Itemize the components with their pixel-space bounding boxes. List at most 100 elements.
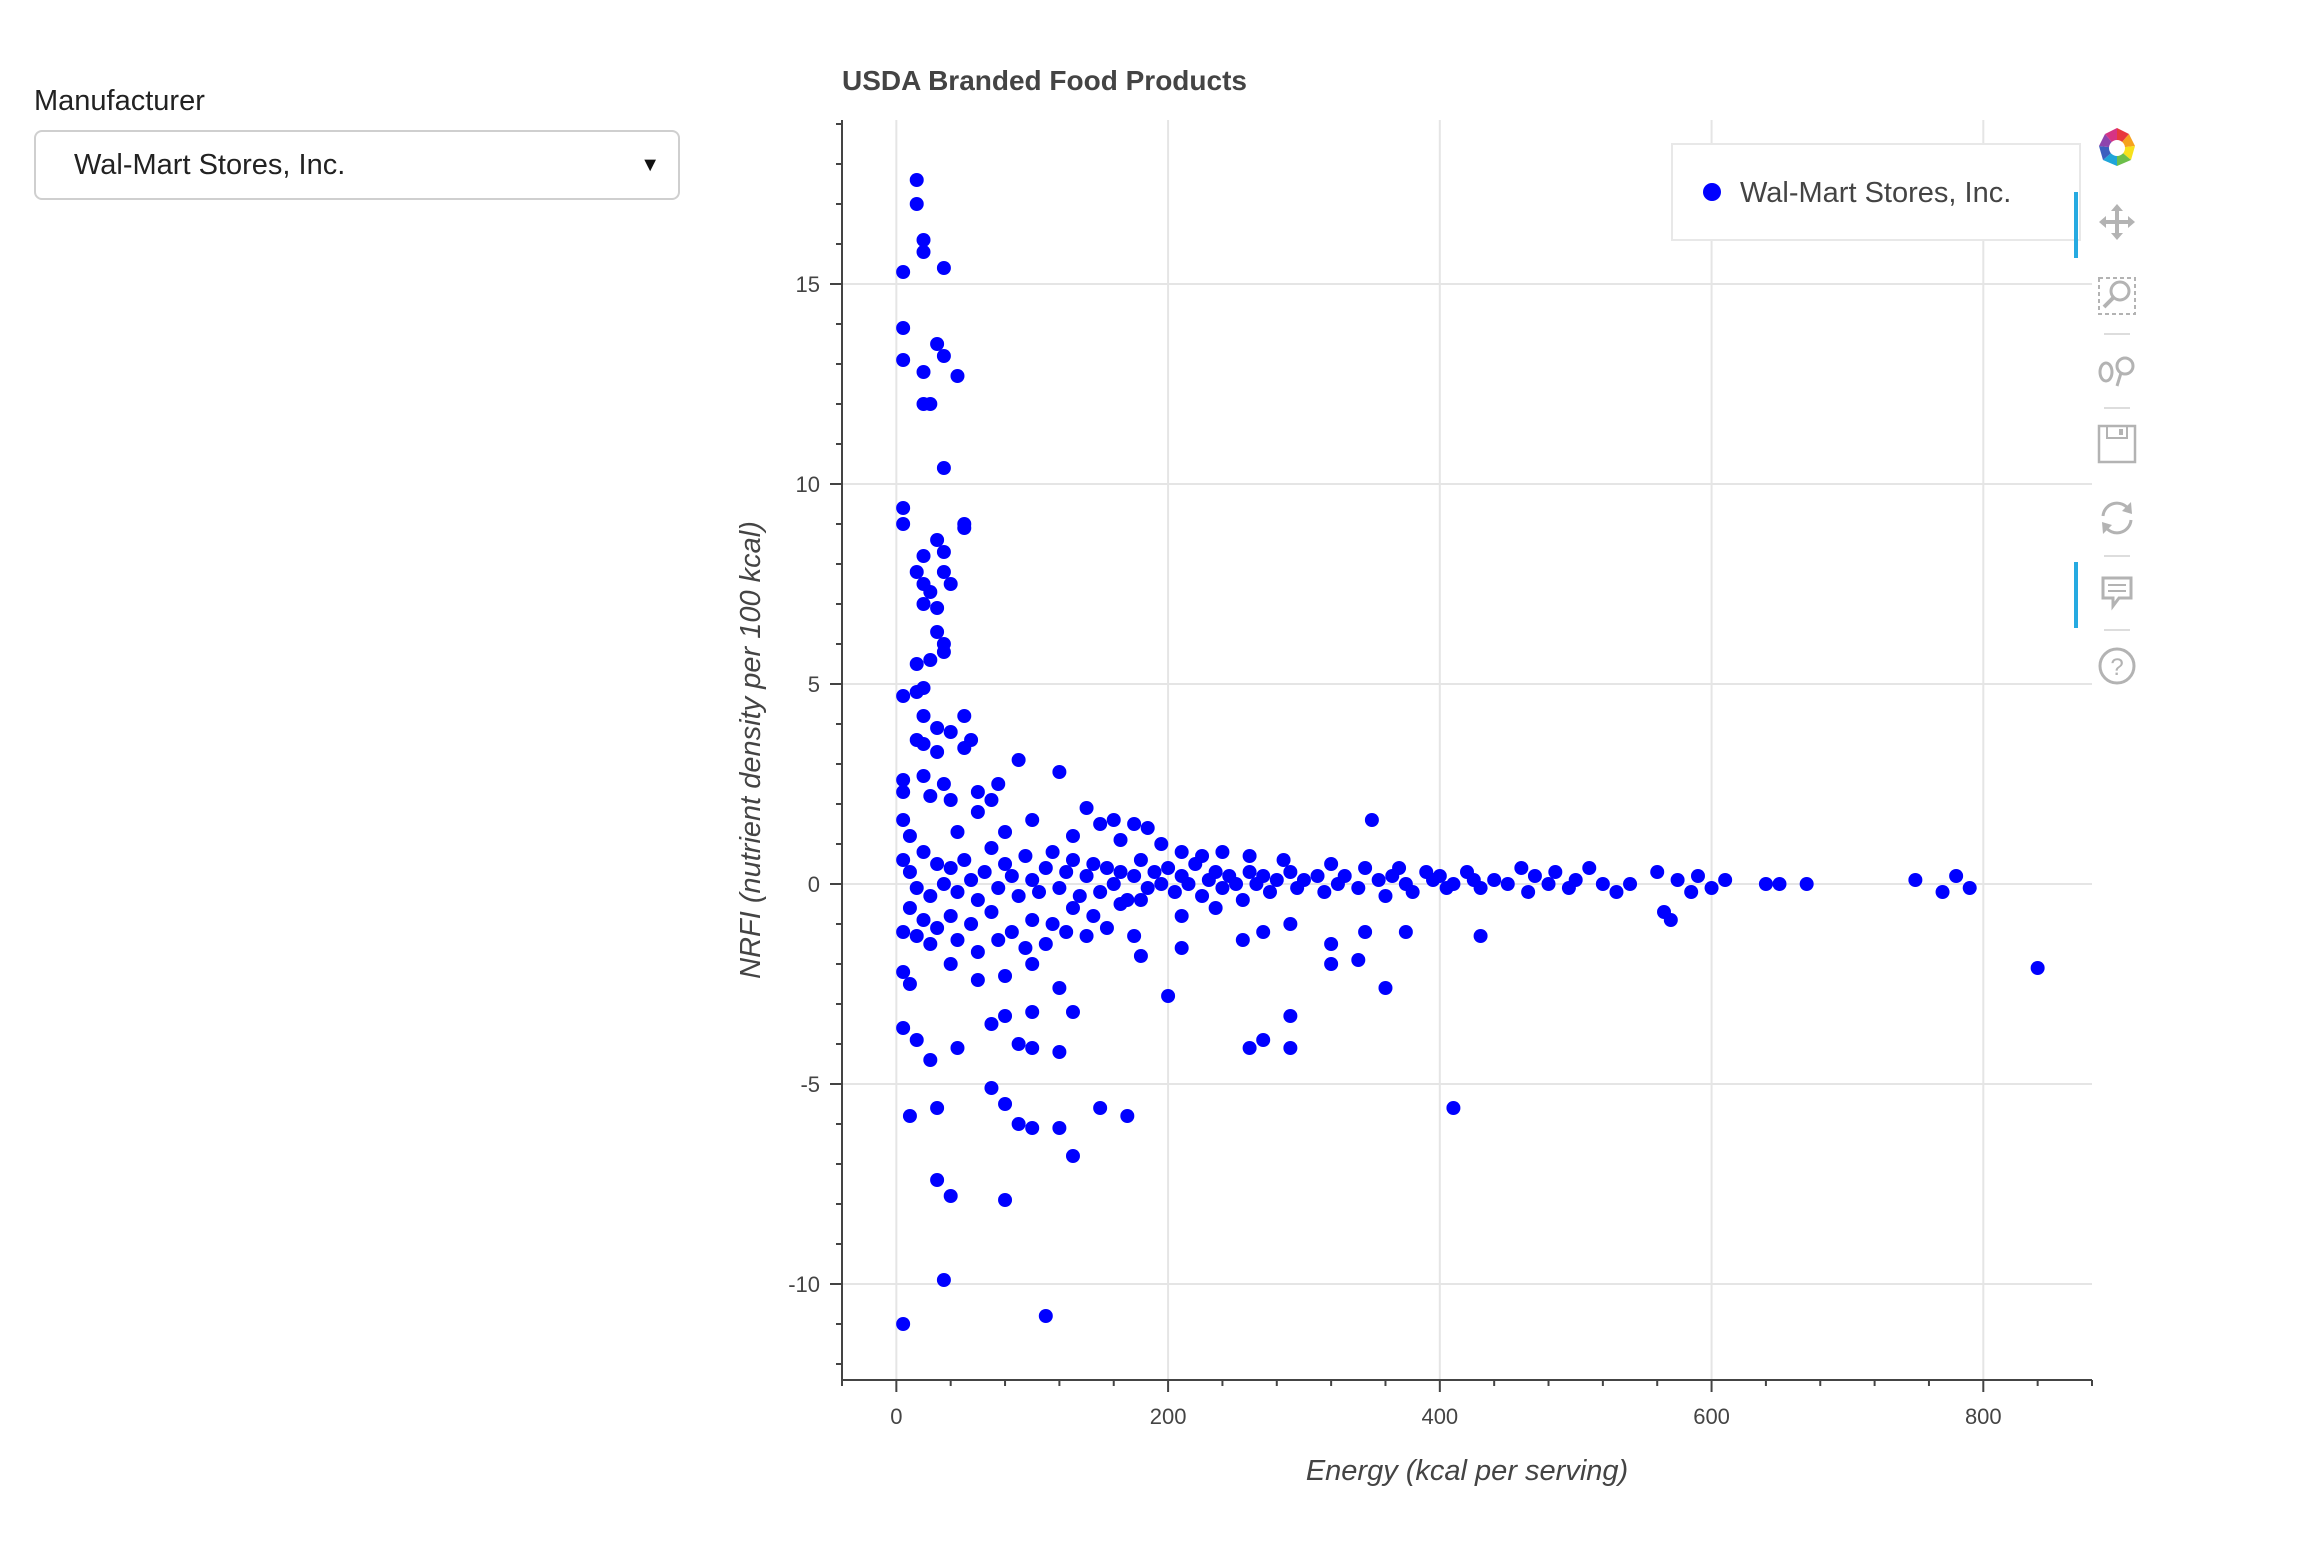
data-point: [1018, 849, 1033, 863]
data-point: [1235, 893, 1250, 907]
data-point: [984, 793, 999, 807]
data-point: [998, 1097, 1013, 1111]
data-point: [916, 709, 931, 723]
data-point: [936, 545, 951, 559]
data-point: [1025, 1041, 1040, 1055]
data-point: [998, 825, 1013, 839]
data-point: [896, 321, 911, 335]
data-point: [1038, 1309, 1053, 1323]
data-point: [950, 369, 965, 383]
scatter-chart[interactable]: USDA Branded Food Products 0 200 400 600 800…: [700, 60, 2180, 1500]
data-point: [1065, 853, 1080, 867]
data-point: [902, 865, 917, 879]
data-point: [916, 597, 931, 611]
data-point: [1663, 913, 1678, 927]
data-point: [1052, 881, 1067, 895]
pan-icon: [2099, 204, 2135, 240]
data-point: [1093, 1101, 1108, 1115]
wheel-zoom-tool[interactable]: [2082, 334, 2152, 409]
data-point: [1106, 813, 1121, 827]
pan-tool[interactable]: [2074, 186, 2152, 260]
data-point: [896, 853, 911, 867]
data-point: [1358, 861, 1373, 875]
save-tool[interactable]: [2082, 408, 2152, 482]
data-point: [896, 265, 911, 279]
data-point: [930, 721, 945, 735]
data-point: [896, 965, 911, 979]
data-point: [1011, 889, 1026, 903]
data-point: [909, 657, 924, 671]
data-point: [902, 977, 917, 991]
data-point: [1011, 1037, 1026, 1051]
data-point: [1242, 1041, 1257, 1055]
manufacturer-selected-value: Wal-Mart Stores, Inc.: [74, 149, 346, 181]
data-point: [1079, 869, 1094, 883]
data-point: [1052, 765, 1067, 779]
y-tick-label: -10: [788, 1272, 820, 1297]
data-point: [1229, 877, 1244, 891]
data-point: [1025, 813, 1040, 827]
data-point: [930, 745, 945, 759]
data-point: [896, 689, 911, 703]
data-point: [1086, 857, 1101, 871]
data-point: [916, 769, 931, 783]
data-point: [1324, 957, 1339, 971]
data-point: [896, 773, 911, 787]
help-tool[interactable]: ?: [2082, 630, 2152, 704]
x-axis-label: Energy (kcal per serving): [1306, 1455, 1628, 1487]
data-point: [957, 521, 972, 535]
data-point: [1181, 877, 1196, 891]
data-point: [1256, 925, 1271, 939]
data-point: [1161, 989, 1176, 1003]
data-point: [1758, 877, 1773, 891]
data-point: [1690, 869, 1705, 883]
manufacturer-select[interactable]: Wal-Mart Stores, Inc. ▼: [34, 130, 680, 200]
data-point: [1127, 869, 1142, 883]
data-point: [964, 917, 979, 931]
data-point: [1568, 873, 1583, 887]
toolbar-separator: [2104, 629, 2130, 631]
data-point: [896, 813, 911, 827]
svg-text:?: ?: [2110, 654, 2123, 681]
data-point: [1962, 881, 1977, 895]
data-point: [1242, 849, 1257, 863]
data-point: [1133, 949, 1148, 963]
data-point: [1086, 909, 1101, 923]
data-point: [1432, 869, 1447, 883]
data-point: [923, 937, 938, 951]
data-point: [1099, 921, 1114, 935]
data-point: [1670, 873, 1685, 887]
data-point: [1038, 861, 1053, 875]
data-point: [943, 861, 958, 875]
hover-tool[interactable]: [2074, 556, 2152, 631]
data-point: [1351, 953, 1366, 967]
data-point: [1174, 845, 1189, 859]
data-point: [902, 829, 917, 843]
data-point: [930, 625, 945, 639]
data-point: [1025, 957, 1040, 971]
data-point: [916, 365, 931, 379]
box-zoom-tool[interactable]: [2082, 260, 2152, 335]
toolbar-separator: [2104, 407, 2130, 409]
data-point: [1154, 877, 1169, 891]
data-point: [1065, 1005, 1080, 1019]
data-point: [916, 549, 931, 563]
data-point: [998, 1009, 1013, 1023]
data-point: [923, 789, 938, 803]
data-point: [1283, 1009, 1298, 1023]
data-point: [1032, 885, 1047, 899]
data-point: [902, 1109, 917, 1123]
x-tick-label: 200: [1150, 1404, 1187, 1429]
data-point: [1296, 873, 1311, 887]
data-point: [1473, 881, 1488, 895]
data-point: [1772, 877, 1787, 891]
toolbar-separator: [2104, 333, 2130, 335]
bokeh-logo[interactable]: [2082, 112, 2152, 186]
data-point: [923, 889, 938, 903]
reset-tool[interactable]: [2082, 482, 2152, 557]
data-point: [998, 1193, 1013, 1207]
data-point: [1093, 817, 1108, 831]
x-tick-label: 600: [1693, 1404, 1730, 1429]
data-point: [1113, 833, 1128, 847]
data-point: [896, 1317, 911, 1331]
